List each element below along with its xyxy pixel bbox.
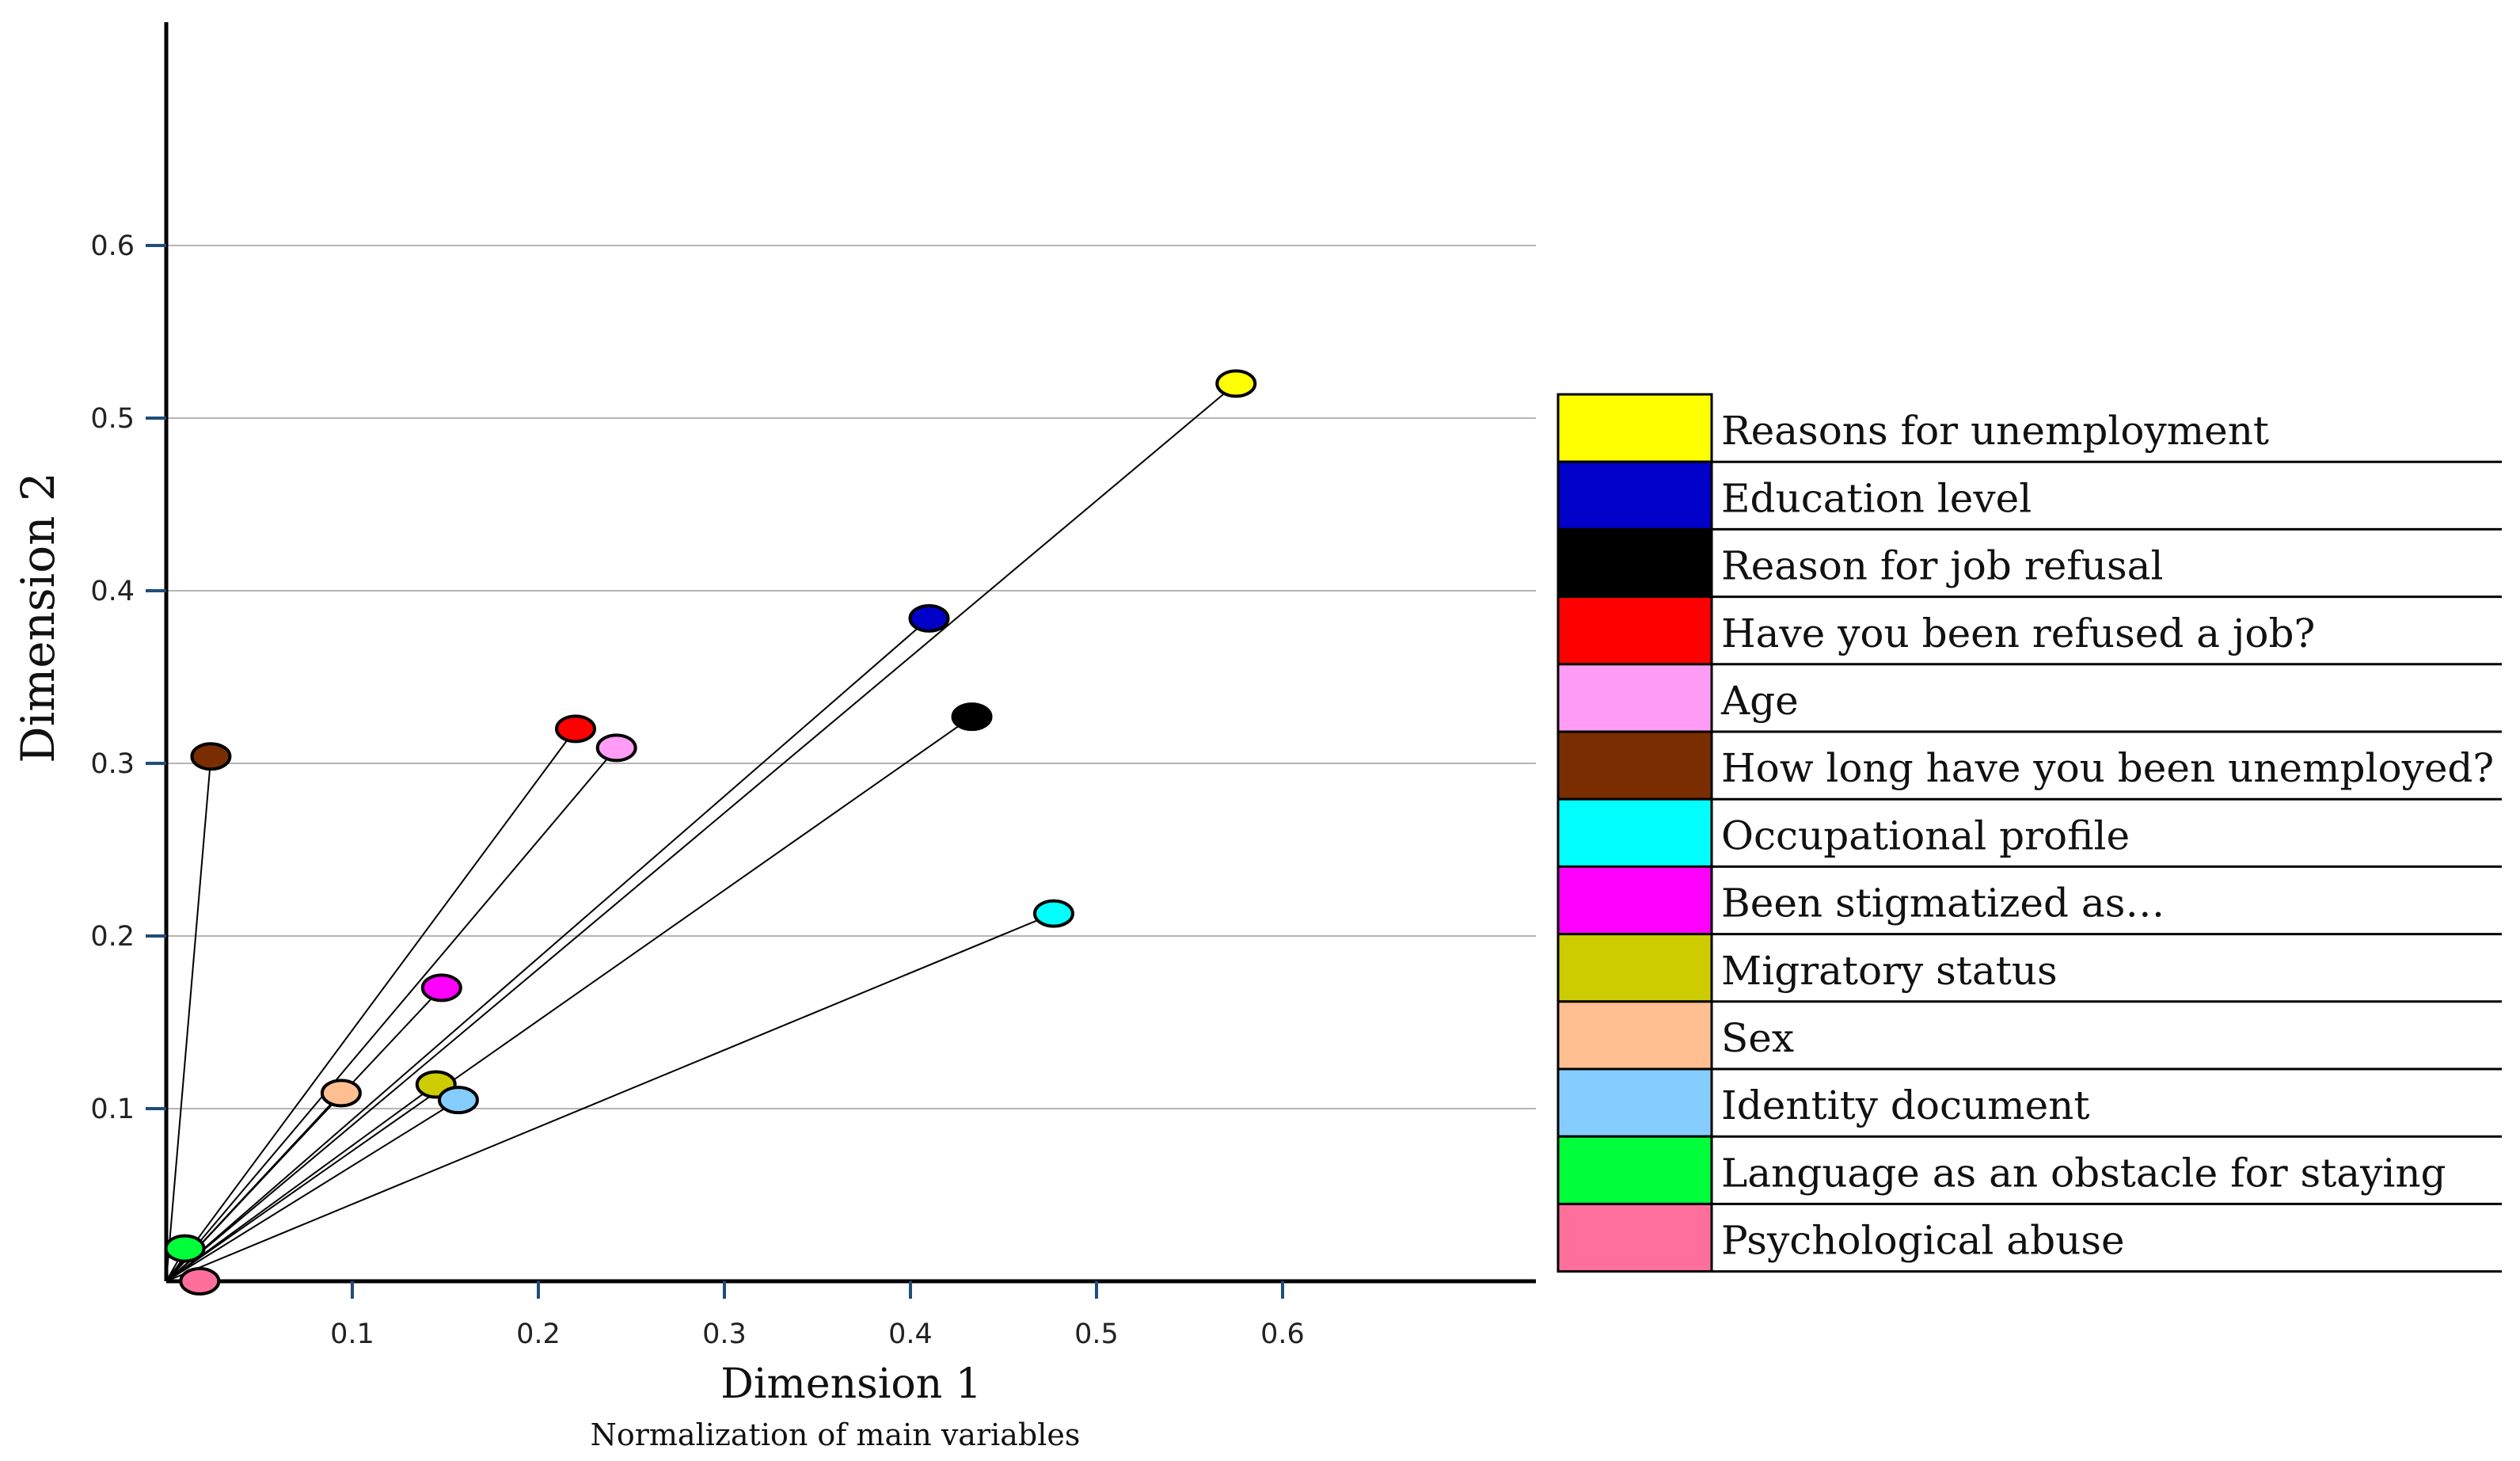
y-tick-label: 0.3 — [90, 748, 135, 780]
y-tick-label: 0.4 — [90, 576, 135, 607]
x-axis-subtitle: Normalization of main variables — [591, 1417, 1081, 1452]
y-tick-label: 0.5 — [90, 403, 135, 435]
data-point — [437, 1086, 479, 1115]
legend-swatch — [1556, 797, 1713, 868]
legend-swatch — [1556, 460, 1713, 531]
legend-label: Psychological abuse — [1721, 1218, 2125, 1264]
legend-swatch — [1556, 865, 1713, 936]
legend-swatch — [1556, 527, 1713, 599]
x-tick-label: 0.4 — [888, 1318, 933, 1350]
data-point — [555, 714, 596, 744]
legend-label: How long have you been unemployed? — [1721, 745, 2494, 791]
vector-line — [165, 747, 618, 1282]
data-point — [420, 973, 462, 1003]
data-point — [320, 1079, 362, 1108]
legend-swatch — [1556, 1135, 1713, 1205]
vector-line — [165, 912, 1055, 1282]
vector-line — [165, 716, 973, 1282]
legend-swatch — [1556, 393, 1713, 463]
vector-line — [165, 382, 1237, 1282]
legend-swatch — [1556, 933, 1713, 1003]
legend-swatch — [1556, 663, 1713, 733]
legend-label: Education level — [1721, 475, 2032, 521]
data-point — [908, 603, 950, 633]
data-point — [190, 742, 232, 771]
legend-label: Reasons for unemployment — [1721, 408, 2269, 454]
legend-swatch — [1556, 1202, 1713, 1273]
y-axis-title: Dimension 2 — [11, 472, 65, 763]
x-tick-label: 0.6 — [1260, 1318, 1305, 1350]
legend-swatch — [1556, 595, 1713, 666]
x-tick-label: 0.1 — [330, 1318, 374, 1350]
legend-swatch — [1556, 1067, 1713, 1138]
x-tick-label: 0.5 — [1074, 1318, 1119, 1350]
ticks: 0.1 0.2 0.3 0.4 0.5 0.6 0.1 0.2 0.3 0.4 0.5 0.6 — [90, 230, 1305, 1350]
vector-line — [165, 1083, 437, 1282]
x-axis-title: Dimension 1 — [720, 1360, 982, 1408]
legend-label: Occupational profile — [1721, 812, 2130, 858]
vector-line — [165, 1099, 459, 1282]
data-point — [164, 1234, 206, 1263]
grid-lines — [166, 245, 1536, 1109]
legend-swatch — [1556, 730, 1713, 801]
vector-lines — [165, 382, 1237, 1282]
data-point — [179, 1267, 221, 1295]
data-point — [1215, 369, 1257, 398]
y-tick-label: 0.2 — [90, 921, 135, 953]
data-point — [595, 733, 637, 763]
legend-label: Sex — [1721, 1015, 1794, 1061]
legend-swatch — [1556, 1000, 1713, 1071]
legend-label: Identity document — [1721, 1082, 2089, 1128]
axes — [164, 22, 1536, 1284]
legend-label: Language as an obstacle for staying — [1721, 1150, 2446, 1196]
legend-label: Have you been refused a job? — [1721, 611, 2315, 656]
data-point — [951, 702, 993, 732]
y-tick-label: 0.6 — [90, 230, 135, 262]
vector-line — [165, 618, 930, 1282]
legend-label: Age — [1720, 678, 1799, 724]
vector-line — [165, 728, 576, 1282]
vector-line — [165, 756, 212, 1282]
data-point — [1032, 899, 1074, 928]
legend: Reasons for unemployment Education level R… — [1556, 393, 2502, 1273]
data-points — [164, 369, 1257, 1295]
legend-label: Been stigmatized as… — [1721, 881, 2165, 926]
legend-label: Reason for job refusal — [1721, 543, 2163, 589]
legend-label: Migratory status — [1721, 948, 2058, 994]
y-tick-label: 0.1 — [90, 1094, 135, 1125]
x-tick-label: 0.3 — [702, 1318, 747, 1350]
x-tick-label: 0.2 — [516, 1318, 561, 1350]
